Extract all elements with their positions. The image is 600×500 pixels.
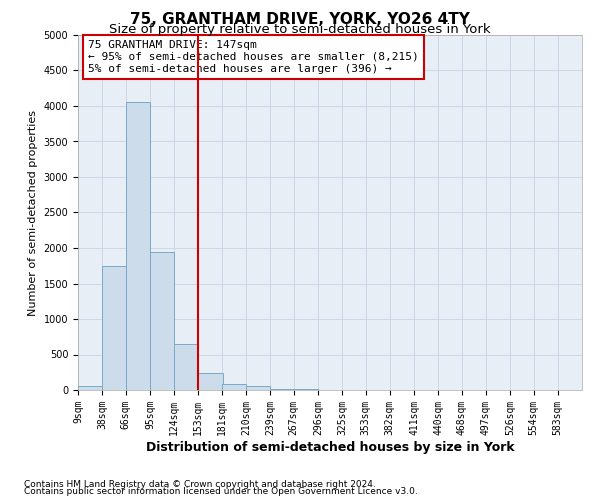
- Bar: [246, 386, 270, 390]
- Bar: [102, 266, 127, 390]
- Text: Size of property relative to semi-detached houses in York: Size of property relative to semi-detach…: [109, 22, 491, 36]
- Bar: [270, 388, 295, 390]
- Y-axis label: Number of semi-detached properties: Number of semi-detached properties: [28, 110, 38, 316]
- Bar: [78, 386, 102, 390]
- Bar: [199, 373, 223, 390]
- Bar: [222, 384, 246, 390]
- X-axis label: Distribution of semi-detached houses by size in York: Distribution of semi-detached houses by …: [146, 440, 514, 454]
- Text: Contains public sector information licensed under the Open Government Licence v3: Contains public sector information licen…: [24, 487, 418, 496]
- Text: 75 GRANTHAM DRIVE: 147sqm
← 95% of semi-detached houses are smaller (8,215)
5% o: 75 GRANTHAM DRIVE: 147sqm ← 95% of semi-…: [88, 40, 419, 74]
- Text: Contains HM Land Registry data © Crown copyright and database right 2024.: Contains HM Land Registry data © Crown c…: [24, 480, 376, 489]
- Text: 75, GRANTHAM DRIVE, YORK, YO26 4TY: 75, GRANTHAM DRIVE, YORK, YO26 4TY: [130, 12, 470, 26]
- Bar: [150, 252, 174, 390]
- Bar: [125, 102, 150, 390]
- Bar: [174, 344, 199, 390]
